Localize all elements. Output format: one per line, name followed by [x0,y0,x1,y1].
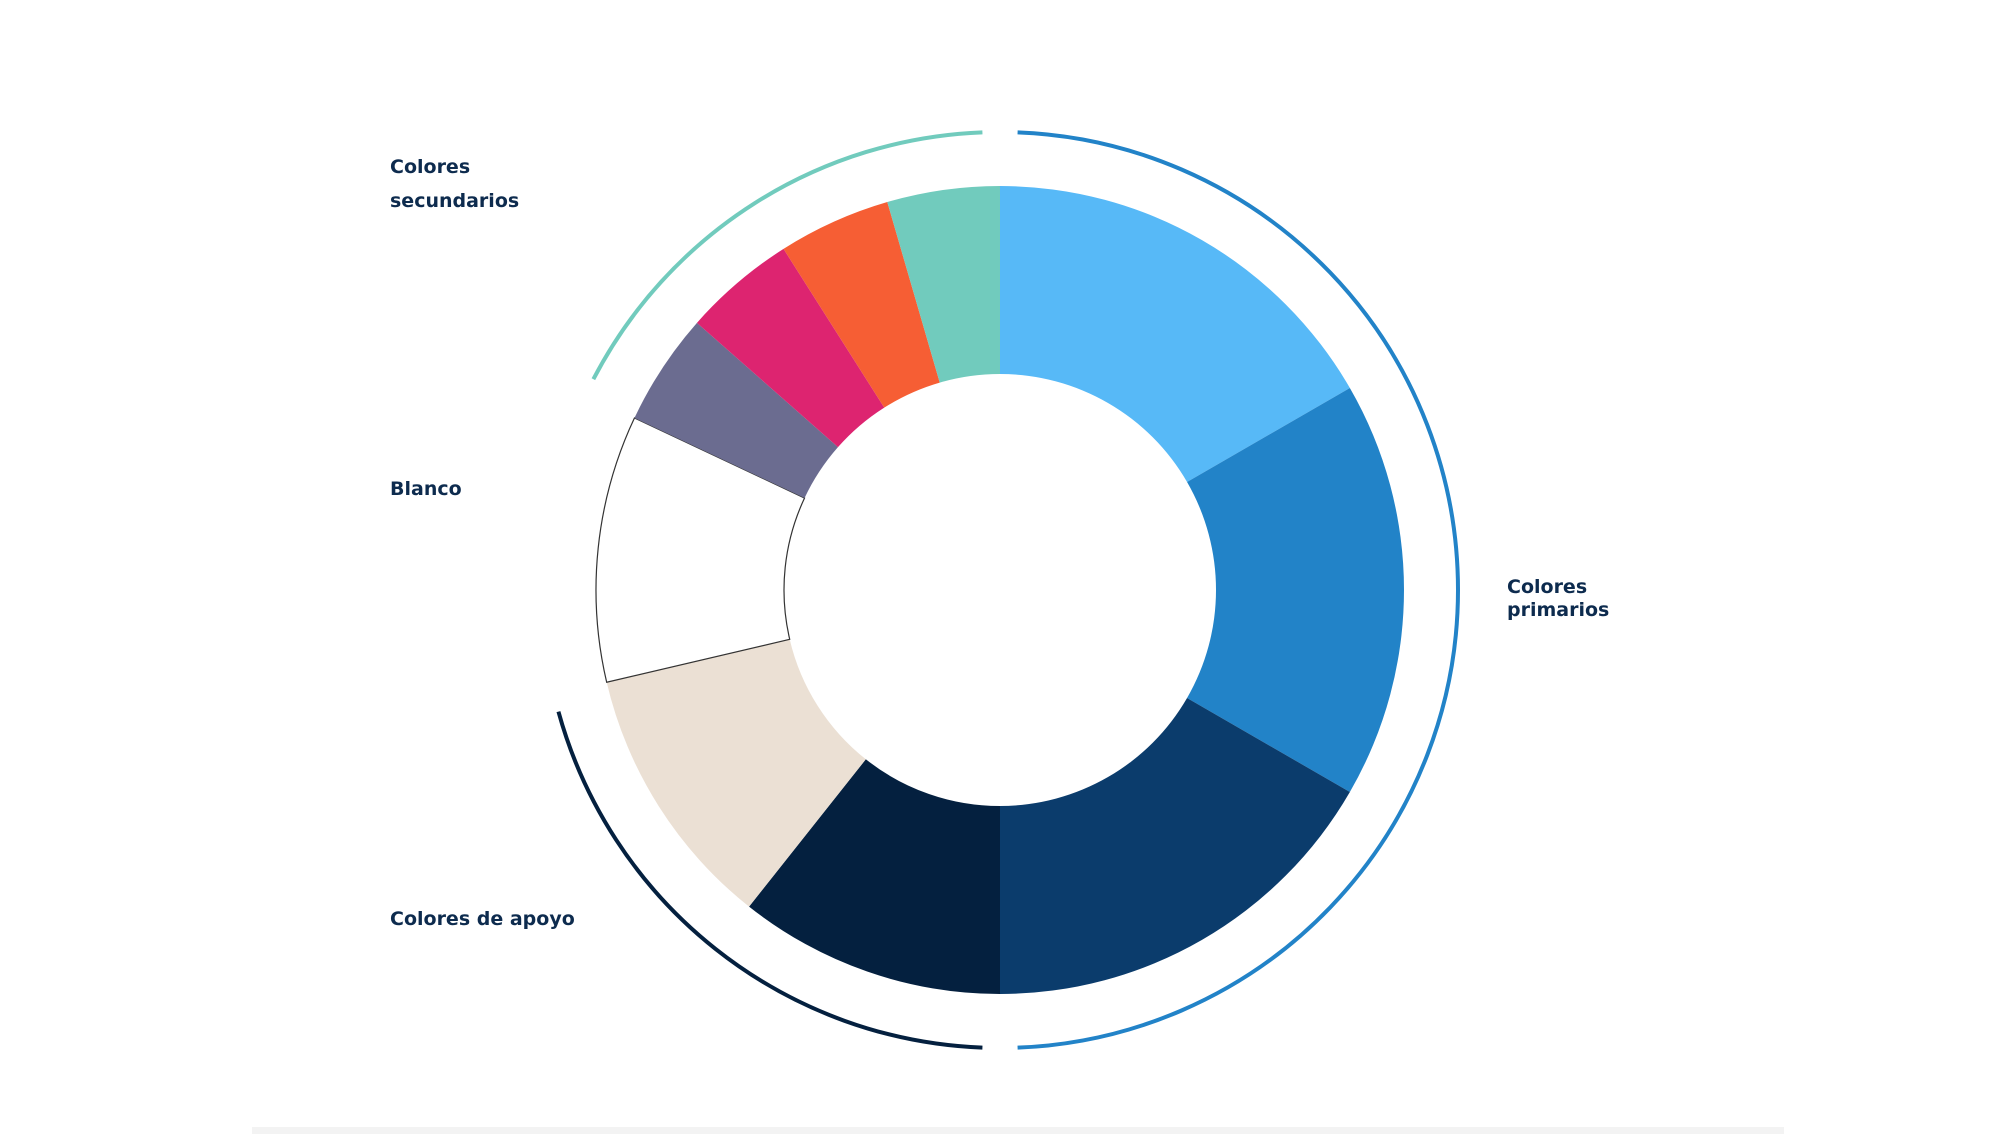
donut-slices [595,186,1404,994]
group-arc-colores-de-apoyo [556,711,983,1050]
slice-colores-secundarios-6 [634,322,838,499]
label-colores-primarios-line-2: primarios [1507,599,1610,621]
slice-colores-primarios-1 [1187,388,1404,792]
label-colores-secundarios-line-2: secundarios [390,190,520,212]
slice-colores-primarios-2 [1000,698,1350,994]
slice-colores-secundarios-8 [783,202,940,408]
label-colores-secundarios: Colores secundarios [390,150,519,218]
slice-colores-de-apoyo-4 [606,639,866,907]
label-colores-de-apoyo-text: Colores de apoyo [390,908,575,930]
slice-colores-primarios-0 [1000,186,1350,482]
label-colores-primarios: Colores primarios [1507,576,1609,622]
label-blanco-text: Blanco [390,478,462,500]
group-arc-colores-secundarios [591,130,983,381]
slice-blanco-5 [595,417,806,683]
slice-colores-secundarios-9 [887,186,1000,383]
bottom-divider [252,1127,1784,1134]
slice-colores-secundarios-7 [696,248,885,448]
group-arcs [556,130,1460,1050]
slice-colores-de-apoyo-3 [749,759,1000,994]
label-colores-secundarios-line-1: Colores [390,156,471,178]
label-colores-de-apoyo: Colores de apoyo [390,904,575,934]
group-arc-colores-primarios [1017,130,1460,1050]
label-colores-primarios-line-1: Colores [1507,576,1588,598]
label-blanco: Blanco [390,474,462,504]
